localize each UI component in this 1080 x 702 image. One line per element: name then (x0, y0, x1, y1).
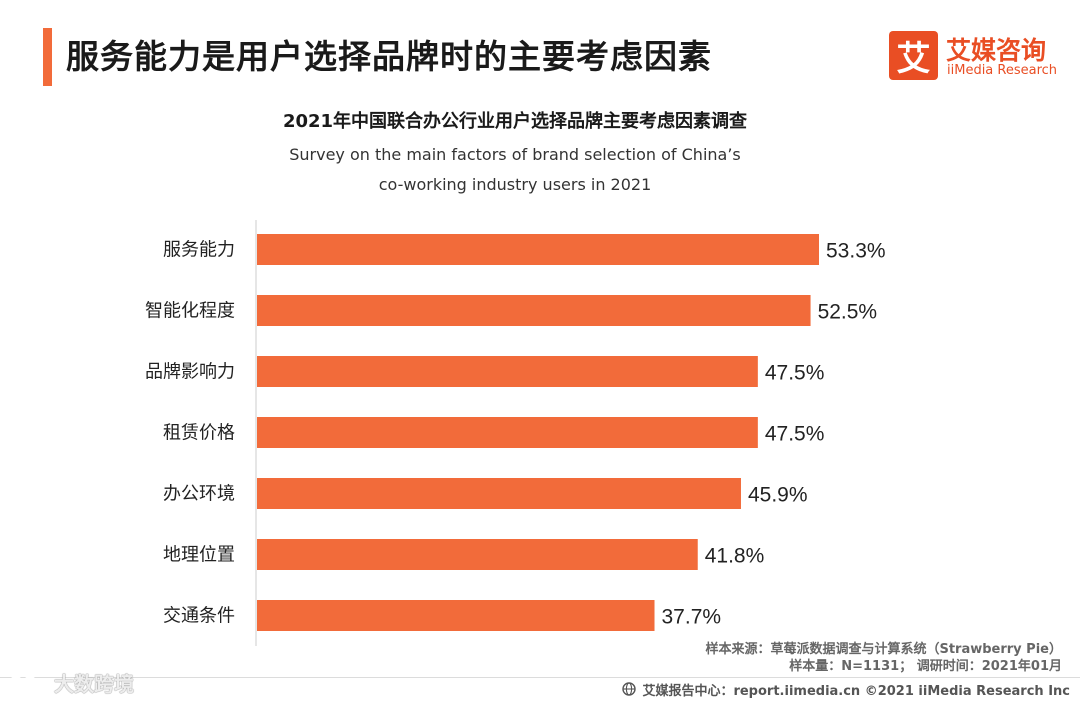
bar (257, 478, 741, 509)
logo-name-en: iiMedia Research (947, 63, 1058, 78)
globe-icon (622, 682, 637, 696)
footer: 艾媒报告中心：report.iimedia.cn ©2021 iiMedia R… (622, 680, 1070, 699)
watermark-logo-icon (9, 675, 45, 690)
watermark: 大数跨境 (8, 668, 134, 697)
value-label: 47.5% (765, 362, 825, 385)
value-label: 37.7% (662, 606, 722, 629)
source-note: 样本来源：草莓派数据调查与计算系统（Strawberry Pie） 样本量：N=… (582, 641, 1062, 675)
page-title: 服务能力是用户选择品牌时的主要考虑因素 (66, 37, 712, 76)
value-label: 45.9% (748, 484, 808, 507)
bar (257, 539, 698, 570)
logo-name-cn: 艾媒咨询 (946, 36, 1047, 65)
footer-divider (0, 677, 1080, 678)
source-line-1: 样本来源：草莓派数据调查与计算系统（Strawberry Pie） (705, 642, 1062, 657)
watermark-text: 大数跨境 (54, 672, 134, 696)
bar (257, 356, 758, 387)
category-label: 交通条件 (163, 606, 235, 627)
category-label: 办公环境 (163, 484, 235, 505)
logo-mark-icon: 艾 (889, 31, 938, 80)
value-label: 52.5% (818, 301, 878, 324)
bar (257, 234, 819, 265)
category-label: 智能化程度 (145, 301, 235, 322)
iimedia-logo: 艾 艾媒咨询 iiMedia Research (889, 31, 1064, 83)
source-line-2: 样本量：N=1131； 调研时间：2021年01月 (789, 659, 1062, 674)
category-label: 租赁价格 (163, 423, 235, 444)
category-label: 地理位置 (163, 545, 235, 566)
value-label: 47.5% (765, 423, 825, 446)
bar (257, 295, 811, 326)
bar (257, 417, 758, 448)
category-label: 品牌影响力 (145, 362, 235, 383)
category-label: 服务能力 (163, 240, 235, 261)
chart-subtitle-line2: co-working industry users in 2021 (378, 175, 652, 194)
title-accent-bar (43, 28, 52, 86)
value-label: 53.3% (826, 240, 886, 263)
chart-subtitle-line1: Survey on the main factors of brand sele… (289, 145, 741, 164)
value-label: 41.8% (705, 545, 765, 568)
chart-title: 2021年中国联合办公行业用户选择品牌主要考虑因素调查 (282, 111, 748, 132)
bar (257, 600, 655, 631)
footer-text: 艾媒报告中心：report.iimedia.cn ©2021 iiMedia R… (642, 683, 1070, 699)
